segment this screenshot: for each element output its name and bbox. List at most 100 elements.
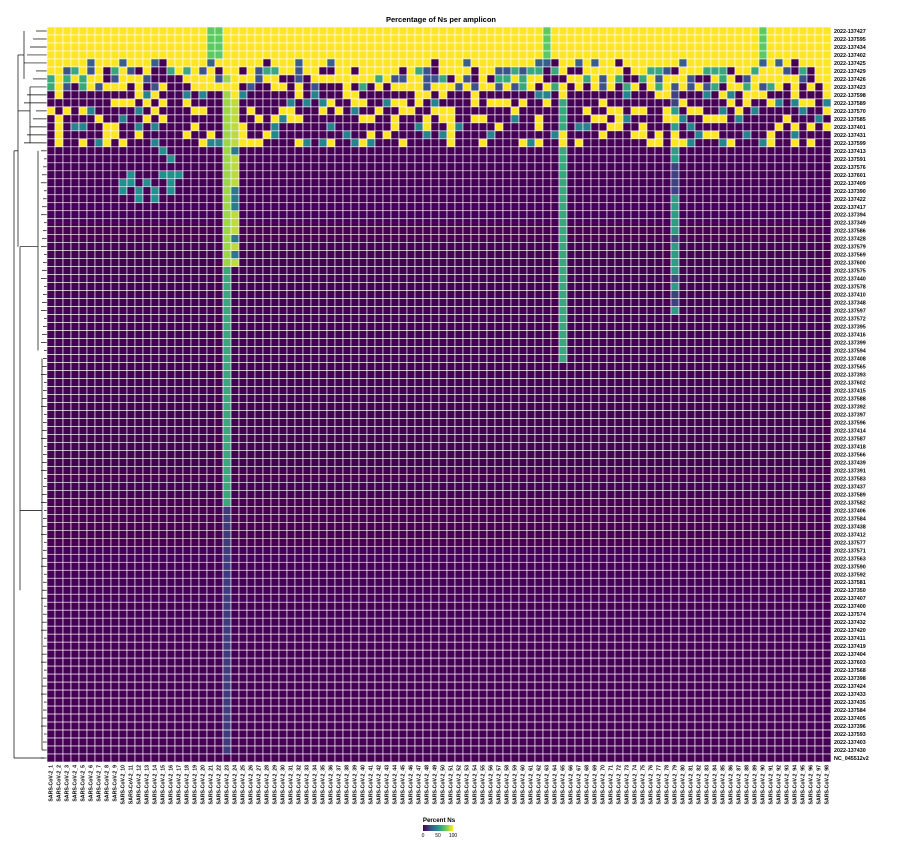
heatmap-cell <box>462 338 472 347</box>
heatmap-cell <box>182 402 192 411</box>
heatmap-cell <box>302 402 312 411</box>
heatmap-cell <box>822 210 832 220</box>
heatmap-cell <box>446 274 456 283</box>
heatmap-cell <box>102 362 112 371</box>
heatmap-cell <box>126 82 136 92</box>
heatmap-cell <box>214 402 224 411</box>
heatmap-cell <box>286 138 296 148</box>
heatmap-cell <box>334 34 344 44</box>
heatmap-cell <box>590 162 600 172</box>
heatmap-cell <box>230 234 240 244</box>
heatmap-cell <box>382 250 392 259</box>
heatmap-cell <box>494 370 504 379</box>
heatmap-cell <box>102 242 112 252</box>
heatmap-cell <box>606 338 616 347</box>
heatmap-cell <box>534 234 544 244</box>
heatmap-cell <box>78 394 88 403</box>
heatmap-cell <box>470 90 480 100</box>
heatmap-cell <box>678 290 688 299</box>
heatmap-cell <box>438 362 448 371</box>
heatmap-cell <box>606 282 616 291</box>
heatmap-cell <box>102 258 112 267</box>
heatmap-cell <box>502 282 512 291</box>
heatmap-cell <box>502 194 512 204</box>
heatmap-cell <box>662 154 672 164</box>
heatmap-cell <box>510 226 520 236</box>
heatmap-cell <box>214 338 224 347</box>
heatmap-cell <box>198 202 208 212</box>
heatmap-cell <box>46 234 56 244</box>
heatmap-cell <box>486 82 496 92</box>
heatmap-cell <box>342 362 352 371</box>
heatmap-cell <box>454 242 464 252</box>
heatmap-cell <box>478 114 488 124</box>
heatmap-cell <box>582 410 592 419</box>
heatmap-cell <box>622 130 632 140</box>
heatmap-cell <box>478 130 488 140</box>
heatmap-cell <box>710 362 720 371</box>
heatmap-cell <box>422 338 432 347</box>
heatmap-cell <box>822 306 832 315</box>
heatmap-cell <box>726 306 736 315</box>
heatmap-cell <box>214 170 224 180</box>
heatmap-cell <box>86 130 96 140</box>
heatmap-cell <box>406 370 416 379</box>
heatmap-cell <box>558 362 568 371</box>
heatmap-cell <box>678 298 688 307</box>
heatmap-cell <box>510 90 520 100</box>
heatmap-cell <box>286 26 296 36</box>
heatmap-cell <box>206 290 216 299</box>
heatmap-cell <box>350 178 360 188</box>
heatmap-cell <box>590 66 600 76</box>
heatmap-cell <box>814 186 824 196</box>
heatmap-cell <box>430 122 440 132</box>
heatmap-cell <box>342 410 352 419</box>
heatmap-cell <box>662 66 672 76</box>
heatmap-cell <box>742 178 752 188</box>
heatmap-cell <box>382 338 392 347</box>
heatmap-cell <box>758 346 768 355</box>
heatmap-cell <box>422 274 432 283</box>
heatmap-cell <box>86 170 96 180</box>
heatmap-cell <box>350 298 360 307</box>
heatmap-cell <box>526 274 536 283</box>
heatmap-cell <box>438 402 448 411</box>
heatmap-cell <box>318 50 328 60</box>
heatmap-cell <box>438 370 448 379</box>
heatmap-cell <box>494 378 504 387</box>
heatmap-cell <box>814 234 824 244</box>
heatmap-cell <box>534 42 544 52</box>
heatmap-cell <box>590 322 600 331</box>
heatmap-cell <box>414 242 424 252</box>
heatmap-cell <box>366 74 376 84</box>
heatmap-cell <box>246 394 256 403</box>
heatmap-cell <box>302 250 312 259</box>
heatmap-cell <box>62 290 72 299</box>
heatmap-cell <box>358 114 368 124</box>
heatmap-cell <box>758 282 768 291</box>
heatmap-cell <box>398 234 408 244</box>
heatmap-cell <box>678 242 688 252</box>
heatmap-cell <box>782 74 792 84</box>
heatmap-cell <box>630 410 640 419</box>
heatmap-cell <box>366 306 376 315</box>
heatmap-cell <box>670 330 680 339</box>
heatmap-cell <box>582 298 592 307</box>
heatmap-cell <box>630 290 640 299</box>
heatmap-cell <box>606 202 616 212</box>
heatmap-cell <box>46 346 56 355</box>
heatmap-cell <box>646 226 656 236</box>
heatmap-cell <box>486 146 496 156</box>
heatmap-cell <box>278 106 288 116</box>
heatmap-cell <box>542 330 552 339</box>
heatmap-cell <box>54 122 64 132</box>
heatmap-cell <box>422 202 432 212</box>
heatmap-cell <box>590 98 600 108</box>
heatmap-cell <box>286 202 296 212</box>
heatmap-cell <box>134 82 144 92</box>
heatmap-cell <box>814 338 824 347</box>
heatmap-cell <box>702 290 712 299</box>
heatmap-cell <box>86 218 96 228</box>
heatmap-cell <box>758 162 768 172</box>
heatmap-cell <box>582 114 592 124</box>
